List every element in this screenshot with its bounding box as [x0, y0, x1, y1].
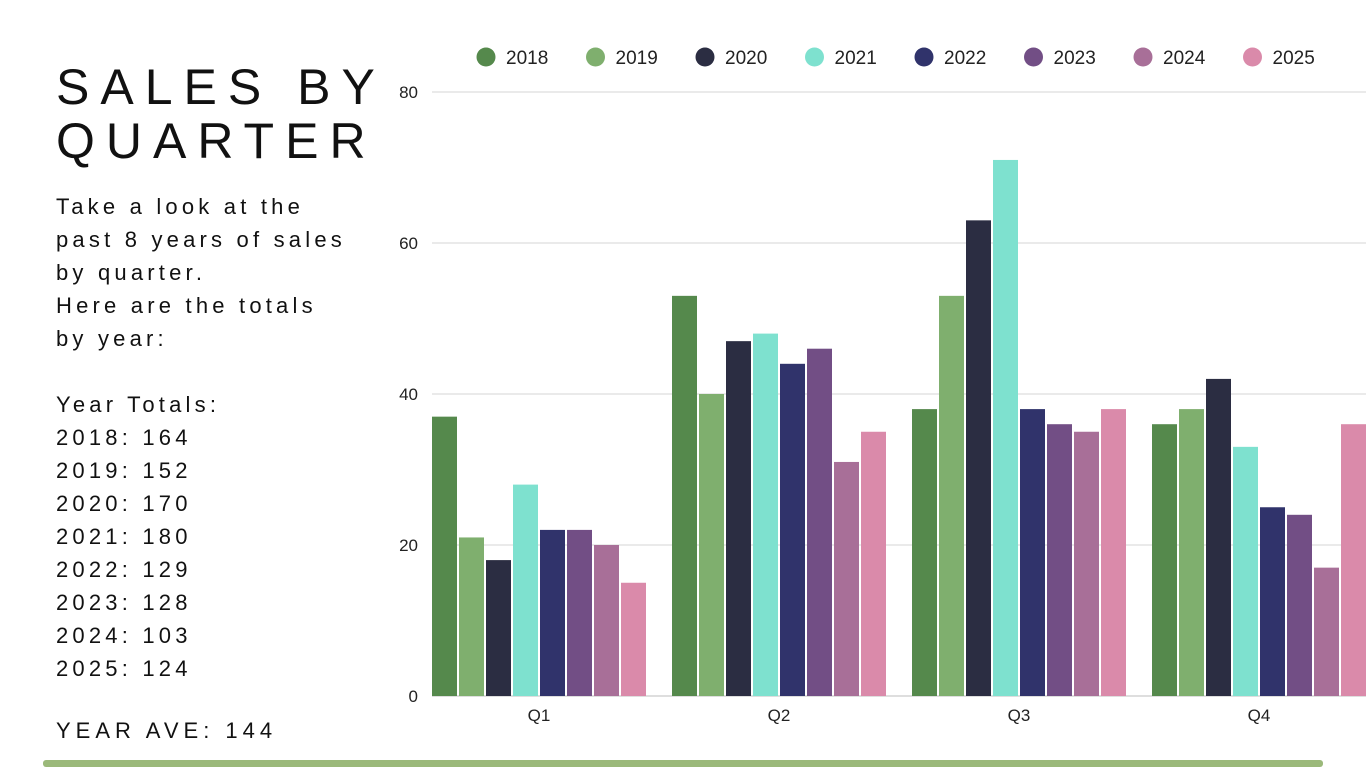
year-total-line: 2024: 103: [56, 623, 192, 648]
bar: [912, 409, 937, 696]
year-total-line: 2018: 164: [56, 425, 192, 450]
bar: [1047, 424, 1072, 696]
legend-label: 2018: [506, 48, 548, 69]
x-tick-label: Q2: [768, 706, 791, 725]
year-totals: Year Totals: 2018: 164 2019: 152 2020: 1…: [56, 388, 220, 685]
bar: [1101, 409, 1126, 696]
bar: [993, 159, 1018, 696]
x-tick-label: Q1: [528, 706, 551, 725]
bar: [834, 461, 859, 696]
year-total-line: 2023: 128: [56, 590, 192, 615]
bar: [1020, 409, 1045, 696]
legend-marker: [1024, 47, 1043, 67]
bar: [1260, 507, 1285, 696]
legend-label: 2023: [1054, 48, 1096, 69]
intro-line: by year:: [56, 326, 168, 351]
year-total-line: 2019: 152: [56, 458, 192, 483]
legend-marker: [476, 47, 496, 67]
bottom-accent-bar: [43, 760, 1323, 767]
bar: [621, 582, 646, 696]
y-tick-label: 60: [399, 234, 418, 253]
bar: [1341, 424, 1366, 696]
legend-label: 2021: [835, 48, 877, 69]
bar: [1287, 514, 1312, 696]
year-average: YEAR AVE: 144: [56, 718, 278, 743]
legend-label: 2020: [725, 48, 767, 69]
legend-label: 2019: [616, 48, 658, 69]
legend-marker: [805, 47, 824, 67]
x-tick-label: Q4: [1248, 706, 1271, 725]
intro-text: Take a look at the past 8 years of sales…: [56, 190, 386, 355]
y-tick-label: 80: [399, 83, 418, 102]
bar: [699, 394, 724, 696]
bar: [780, 363, 805, 696]
year-total-line: 2022: 129: [56, 557, 192, 582]
bar: [486, 560, 511, 696]
legend-marker: [1133, 47, 1153, 67]
bar: [966, 220, 991, 696]
y-tick-label: 40: [399, 385, 418, 404]
page-title: SALES BY QUARTER: [56, 59, 386, 169]
year-totals-label: Year Totals:: [56, 392, 221, 417]
bar: [567, 529, 592, 696]
legend-marker: [1243, 47, 1262, 67]
bar: [753, 333, 778, 696]
legend-marker: [586, 47, 605, 67]
year-total-line: 2021: 180: [56, 524, 192, 549]
bar: [939, 295, 964, 696]
bar: [594, 545, 619, 696]
legend-marker: [695, 47, 715, 67]
bar: [540, 529, 565, 696]
intro-line: Take a look at the: [56, 194, 305, 219]
bar: [726, 341, 751, 696]
intro-line: Here are the totals: [56, 293, 317, 318]
bar: [672, 295, 697, 696]
bar: [1314, 567, 1339, 696]
year-total-line: 2020: 170: [56, 491, 192, 516]
bar: [432, 416, 457, 696]
bar: [1179, 409, 1204, 696]
bar: [459, 537, 484, 696]
legend-label: 2022: [944, 48, 986, 69]
intro-line: past 8 years of sales: [56, 227, 346, 252]
left-panel: SALES BY QUARTER Take a look at the past…: [56, 60, 386, 355]
bar: [1206, 378, 1231, 696]
bar: [807, 348, 832, 696]
intro-line: by quarter.: [56, 260, 207, 285]
bar: [1233, 446, 1258, 696]
legend-label: 2024: [1163, 48, 1206, 69]
y-tick-label: 20: [399, 536, 418, 555]
x-tick-label: Q3: [1008, 706, 1031, 725]
bar: [1074, 431, 1099, 696]
legend-marker: [914, 47, 934, 67]
bar: [861, 431, 886, 696]
legend-label: 2025: [1273, 48, 1315, 69]
bar: [513, 484, 538, 696]
bar: [1152, 424, 1177, 696]
y-tick-label: 0: [409, 687, 418, 706]
year-total-line: 2025: 124: [56, 656, 192, 681]
